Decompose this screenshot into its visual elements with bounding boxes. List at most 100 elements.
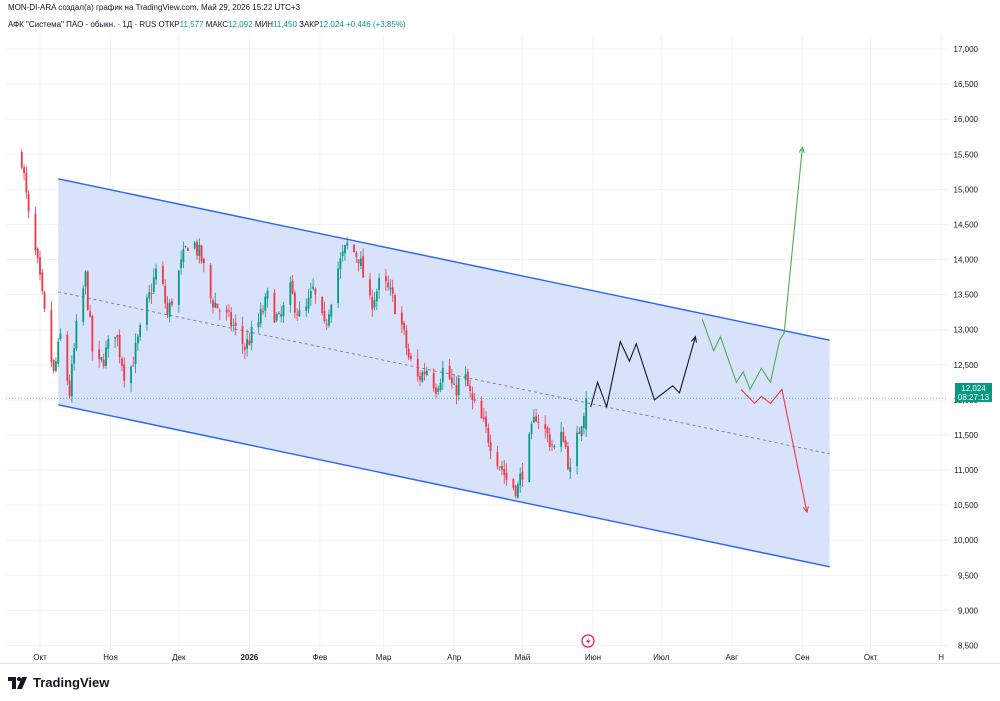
- x-tick-label: Ноя: [103, 653, 118, 662]
- y-tick-label: 10,500: [954, 501, 979, 510]
- candle-body: [505, 473, 508, 480]
- candle-body: [55, 361, 57, 371]
- candle-body: [482, 417, 485, 420]
- bar-countdown: 08:27:13: [957, 393, 990, 402]
- candle-body: [375, 291, 378, 302]
- x-tick-label: Н: [938, 653, 944, 662]
- candle-body: [389, 287, 392, 290]
- event-icon[interactable]: [581, 634, 595, 648]
- candle-body: [387, 282, 390, 288]
- ohlc-high-value: 12,092: [228, 20, 253, 29]
- candle-body: [410, 355, 412, 360]
- candle-body: [567, 446, 569, 470]
- last-price-tag: 12,024 08:27:13: [955, 383, 992, 402]
- ohlc-low-value: 11,450: [273, 20, 297, 29]
- candle-body: [400, 312, 403, 325]
- channel-upper-line[interactable]: [58, 178, 830, 341]
- projections[interactable]: [6, 146, 948, 514]
- candle-body: [528, 433, 531, 482]
- candle-body: [230, 312, 233, 327]
- candle-body: [512, 478, 515, 488]
- symbol-title[interactable]: АФК "Система" ПАО - обыкн. · 1Д · RUS: [8, 20, 157, 29]
- projection-path[interactable]: [701, 147, 803, 391]
- symbol-legend[interactable]: АФК "Система" ПАО - обыкн. · 1Д · RUS ОТ…: [8, 20, 406, 29]
- y-axis[interactable]: 17,000 16,500 16,000 15,500 15,000 14,500 14,0…: [954, 45, 979, 650]
- candle-body: [485, 416, 487, 427]
- candle-body: [514, 485, 517, 496]
- candle-body: [362, 256, 365, 278]
- candle-body: [569, 467, 572, 472]
- candle-body: [27, 193, 30, 212]
- x-tick-label: Авг: [726, 653, 739, 662]
- candle-body: [578, 431, 581, 434]
- candle-body: [473, 398, 476, 401]
- candle-body: [305, 306, 308, 311]
- candle-body: [182, 249, 185, 263]
- candle-body: [321, 297, 324, 314]
- candle-body: [218, 310, 221, 312]
- candle-body: [118, 334, 121, 357]
- projection-path[interactable]: [590, 336, 696, 409]
- candle-body: [296, 314, 299, 316]
- channel-lower-line[interactable]: [58, 404, 830, 568]
- candle-body: [469, 385, 472, 391]
- candle-body: [280, 313, 283, 317]
- candle-body: [371, 297, 374, 310]
- candle-body: [537, 422, 540, 424]
- candle-body: [84, 271, 87, 287]
- candle-body: [161, 266, 164, 285]
- candle-body: [325, 323, 328, 325]
- candle-body: [216, 303, 219, 309]
- candle-body: [416, 358, 419, 377]
- candle-body: [184, 246, 187, 248]
- candle-body: [89, 311, 91, 317]
- ohlc-open-value: 11,577: [179, 20, 204, 29]
- y-tick-label: 16,000: [954, 115, 979, 124]
- channel-median-line: [58, 291, 830, 455]
- candle-body: [36, 248, 39, 259]
- candle-body: [432, 372, 435, 389]
- candle-body: [419, 376, 421, 380]
- candle-body: [68, 380, 71, 397]
- candle-body: [180, 259, 182, 269]
- candle-body: [314, 288, 317, 295]
- candle-body: [75, 321, 78, 349]
- candle-body: [121, 358, 123, 366]
- candle-body: [394, 295, 396, 315]
- candle-body: [52, 359, 55, 371]
- candle-body: [259, 309, 262, 324]
- candle-body: [209, 265, 212, 298]
- tradingview-logo[interactable]: TradingView: [8, 675, 109, 690]
- x-axis[interactable]: Окт Ноя Дек 2026 Фев Мар Апр Май Июн Июл Авг Сен Окт…: [33, 653, 944, 662]
- y-tick-label: 10,000: [954, 536, 979, 545]
- candle-body: [585, 398, 588, 430]
- candles: [20, 149, 588, 499]
- candle-body: [480, 400, 483, 419]
- candle-body: [385, 276, 387, 282]
- candle-body: [107, 339, 110, 349]
- candle-body: [202, 258, 205, 264]
- candle-body: [496, 451, 499, 466]
- tradingview-brand: TradingView: [33, 675, 110, 690]
- candle-body: [391, 287, 394, 294]
- candle-body: [234, 322, 237, 326]
- candle-body: [439, 382, 442, 391]
- candle-body: [501, 465, 503, 470]
- candle-body: [535, 416, 538, 422]
- projection-path[interactable]: [740, 388, 808, 513]
- y-tick-label: 9,000: [958, 606, 979, 615]
- candle-body: [86, 271, 89, 310]
- candle-body: [355, 252, 358, 257]
- candle-body: [246, 339, 248, 349]
- candle-body: [309, 291, 312, 299]
- candle-body: [289, 282, 292, 305]
- candle-body: [489, 442, 492, 451]
- candle-body: [57, 341, 60, 364]
- candle-body: [43, 292, 46, 310]
- y-tick-label: 17,000: [954, 45, 979, 54]
- candle-body: [23, 167, 25, 174]
- candle-body: [241, 325, 244, 345]
- candle-body: [298, 310, 301, 317]
- candle-body: [134, 343, 137, 364]
